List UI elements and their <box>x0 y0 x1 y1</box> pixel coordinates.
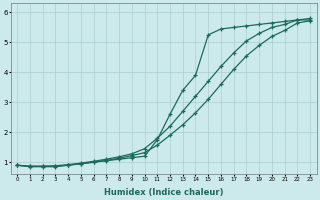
X-axis label: Humidex (Indice chaleur): Humidex (Indice chaleur) <box>104 188 223 197</box>
